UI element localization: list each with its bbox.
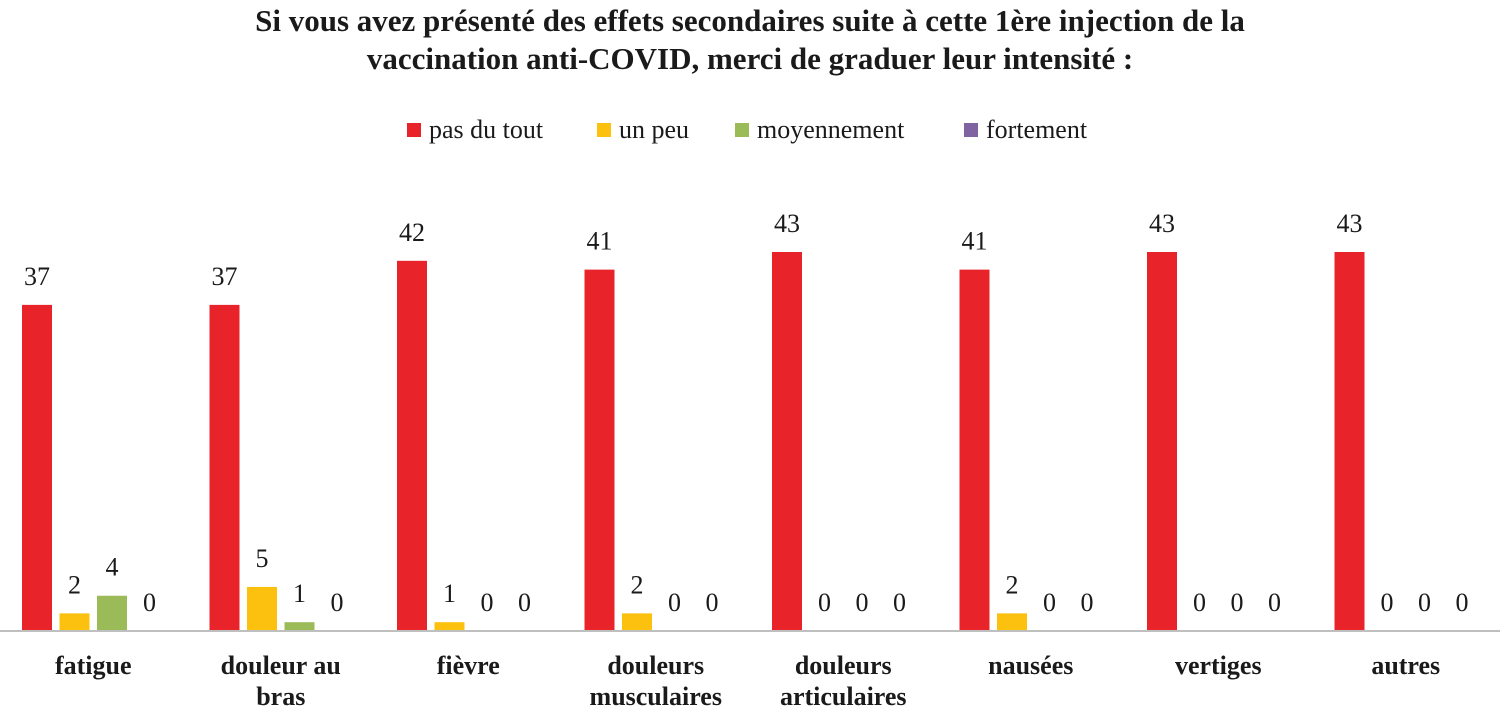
legend-label-moyennement: moyennement [757,115,905,144]
bar-vertiges-pas-du-tout [1147,252,1177,631]
legend-label-fortement: fortement [986,115,1088,144]
value-label-douleurs-musculaires-moyennement: 0 [668,588,681,617]
chart-title-line-2: vaccination anti-COVID, merci de graduer… [366,41,1134,76]
value-label-autres-pas-du-tout: 43 [1337,209,1363,238]
value-label-fievre-pas-du-tout: 42 [399,218,425,247]
value-label-nausees-moyennement: 0 [1043,588,1056,617]
bar-fatigue-moyennement [97,595,127,631]
category-label-fatigue: fatigue [55,651,132,680]
chart-title-line-1: Si vous avez présenté des effets seconda… [255,3,1245,38]
value-label-autres-moyennement: 0 [1418,588,1431,617]
legend-swatch-pas-du-tout [407,123,421,137]
value-label-autres-un-peu: 0 [1381,588,1394,617]
category-label-douleurs-musculaires: douleurs musculaires [590,651,722,711]
value-label-fatigue-fortement: 0 [143,588,156,617]
value-label-douleur-au-bras-moyennement: 1 [293,579,306,608]
bar-douleurs-articulaires-pas-du-tout [772,252,802,631]
bar-fievre-pas-du-tout [397,260,427,631]
chart-title: Si vous avez présenté des effets seconda… [0,2,1500,78]
value-label-douleurs-musculaires-pas-du-tout: 41 [587,227,613,256]
legend-item-un-peu: un peu [597,115,689,144]
category-label-nausees: nausées [988,651,1073,680]
value-label-douleur-au-bras-un-peu: 5 [256,544,269,573]
value-label-douleurs-articulaires-moyennement: 0 [856,588,869,617]
category-label-douleurs-articulaires: douleurs articulaires [780,651,907,711]
legend-swatch-moyennement [735,123,749,137]
legend-swatch-un-peu [597,123,611,137]
category-labels-group: fatigue douleur au bras fièvre douleurs muscu… [55,651,1440,711]
bar-douleur-au-bras-un-peu [247,586,277,631]
legend-swatch-fortement [964,123,978,137]
value-label-douleur-au-bras-fortement: 0 [331,588,344,617]
bar-douleur-au-bras-pas-du-tout [209,304,240,631]
bar-fievre-un-peu [434,622,465,631]
bar-fatigue-un-peu [59,613,90,631]
chart-legend: pas du tout un peu moyennement fortement [407,115,1088,144]
bar-autres-pas-du-tout [1334,252,1365,631]
bars-group [22,252,1365,631]
bar-douleurs-musculaires-pas-du-tout [584,269,615,631]
legend-item-pas-du-tout: pas du tout [407,115,544,144]
bar-douleurs-musculaires-un-peu [622,613,652,631]
category-label-douleur-au-bras: douleur au bras [221,651,341,711]
legend-label-pas-du-tout: pas du tout [429,115,544,144]
value-label-fievre-moyennement: 0 [481,588,494,617]
value-label-vertiges-pas-du-tout: 43 [1149,209,1175,238]
value-label-douleurs-musculaires-fortement: 0 [706,588,719,617]
value-label-fievre-un-peu: 1 [443,579,456,608]
bar-douleur-au-bras-moyennement [284,622,315,631]
bar-nausees-un-peu [997,613,1027,631]
category-label-vertiges: vertiges [1175,651,1262,680]
bar-nausees-pas-du-tout [959,269,990,631]
value-label-douleurs-articulaires-pas-du-tout: 43 [774,209,800,238]
legend-item-moyennement: moyennement [735,115,905,144]
value-label-vertiges-un-peu: 0 [1193,588,1206,617]
value-label-douleurs-articulaires-fortement: 0 [893,588,906,617]
bar-fatigue-pas-du-tout [22,304,52,631]
value-label-douleurs-articulaires-un-peu: 0 [818,588,831,617]
legend-item-fortement: fortement [964,115,1088,144]
value-label-vertiges-fortement: 0 [1268,588,1281,617]
value-label-fatigue-moyennement: 4 [106,553,119,582]
value-label-nausees-un-peu: 2 [1006,570,1019,599]
value-label-fatigue-pas-du-tout: 37 [24,262,50,291]
value-label-fatigue-un-peu: 2 [68,570,81,599]
value-label-fievre-fortement: 0 [518,588,531,617]
category-label-autres: autres [1371,651,1440,680]
value-label-autres-fortement: 0 [1456,588,1469,617]
value-label-vertiges-moyennement: 0 [1231,588,1244,617]
value-label-nausees-pas-du-tout: 41 [962,227,988,256]
category-label-fievre: fièvre [437,651,500,680]
value-label-douleur-au-bras-pas-du-tout: 37 [212,262,238,291]
legend-label-un-peu: un peu [619,115,689,144]
value-label-douleurs-musculaires-un-peu: 2 [631,570,644,599]
value-label-nausees-fortement: 0 [1081,588,1094,617]
